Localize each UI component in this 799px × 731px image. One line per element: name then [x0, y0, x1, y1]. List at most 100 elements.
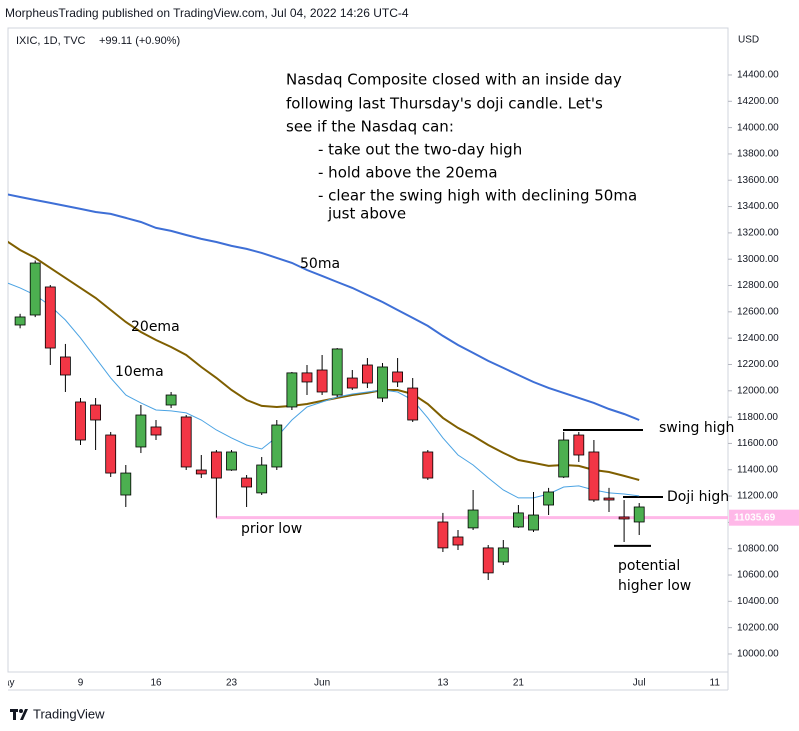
annotation: Doji high — [667, 489, 729, 505]
y-tick-label: 13200.00 — [737, 228, 779, 239]
x-tick-label: 9 — [78, 678, 84, 689]
y-tick-label: 10400.00 — [737, 596, 779, 607]
candle-body — [543, 491, 554, 506]
candle-body — [437, 521, 449, 549]
x-tick-label: 16 — [150, 678, 162, 689]
candle-body — [573, 434, 585, 456]
ma-label: 10ema — [115, 364, 164, 380]
candle-body — [44, 286, 56, 349]
price-tag-label: 11035.69 — [734, 512, 776, 523]
y-tick-label: 11800.00 — [737, 412, 778, 423]
y-tick-label: 10000.00 — [737, 649, 779, 660]
candle-body — [226, 451, 237, 471]
plot-area — [8, 193, 728, 581]
annotation: - take out the two-day high — [318, 141, 522, 159]
candle-body — [256, 464, 268, 494]
annotation: Nasdaq Composite closed with an inside d… — [286, 71, 622, 89]
candle-body — [588, 451, 600, 501]
candle-body — [407, 387, 419, 421]
candle-body — [633, 506, 645, 523]
candle-body — [452, 536, 464, 546]
annotation: just above — [327, 205, 406, 223]
candle-body — [241, 477, 253, 488]
annotation: potential — [618, 558, 680, 574]
candle-body — [377, 366, 388, 399]
y-tick-label: 11400.00 — [737, 464, 778, 475]
candle-body — [150, 426, 162, 436]
y-tick-label: 11600.00 — [737, 438, 778, 449]
candle-body — [392, 371, 404, 383]
candle-body — [210, 451, 222, 479]
candle-body — [60, 356, 71, 376]
candle-body — [271, 424, 283, 468]
footer: TradingView — [33, 706, 105, 721]
candle-body — [135, 414, 147, 448]
ma-line — [8, 240, 640, 481]
candle-body — [513, 512, 524, 528]
candle-body — [286, 372, 298, 408]
annotation: swing high — [659, 420, 734, 436]
currency: USD — [738, 35, 759, 46]
y-tick-label: 10800.00 — [737, 543, 779, 554]
candle-body — [316, 369, 328, 393]
y-tick-label: 12000.00 — [737, 385, 779, 396]
candle-body — [361, 364, 373, 384]
annotation: following last Thursday's doji candle. L… — [286, 95, 603, 113]
header: MorpheusTrading published on TradingView… — [5, 6, 409, 20]
x-tick-label: 21 — [513, 678, 525, 689]
candle-body — [180, 416, 192, 468]
candle-body — [195, 469, 207, 475]
y-tick-label: 13000.00 — [737, 254, 779, 265]
x-tick-label: 23 — [226, 678, 238, 689]
x-tick-label: 11 — [710, 678, 721, 689]
y-tick-label: 11200.00 — [737, 491, 778, 502]
candle-body — [75, 401, 86, 441]
candle-body — [422, 451, 434, 479]
candle-body — [120, 472, 132, 496]
annotation: prior low — [241, 521, 302, 537]
ma-label: 20ema — [131, 319, 180, 335]
x-tick-label: Jul — [633, 678, 646, 689]
x-tick-label: May — [0, 678, 14, 689]
candle-body — [482, 547, 494, 574]
y-tick-label: 12600.00 — [737, 306, 779, 317]
candle-body — [331, 348, 343, 396]
candle-body — [528, 514, 539, 531]
candle-body — [603, 497, 615, 501]
ma-label: 50ma — [300, 256, 340, 272]
candle-body — [497, 547, 509, 563]
annotation: - hold above the 20ema — [318, 164, 498, 182]
candle-body — [105, 434, 117, 474]
y-tick-label: 13400.00 — [737, 201, 779, 212]
y-tick-label: 14400.00 — [737, 70, 779, 81]
y-tick-label: 12400.00 — [737, 333, 779, 344]
annotation: - clear the swing high with declining 50… — [318, 187, 637, 205]
symbol: IXIC, 1D, TVC — [16, 35, 86, 47]
y-tick-label: 12200.00 — [737, 359, 779, 370]
candle-body — [29, 262, 41, 316]
candle-body — [301, 372, 313, 383]
y-tick-label: 13800.00 — [737, 149, 779, 160]
y-tick-label: 14000.00 — [737, 122, 779, 133]
annotation: see if the Nasdaq can: — [286, 118, 454, 136]
candle-body — [14, 316, 26, 326]
candle-body — [467, 509, 479, 529]
candle-body — [90, 404, 101, 421]
logo — [10, 709, 28, 720]
candle-body — [618, 516, 630, 520]
candle-body — [165, 394, 177, 406]
price-tag — [729, 509, 799, 526]
candle-body — [346, 377, 358, 389]
change: +99.11 (+0.90%) — [99, 35, 180, 47]
y-tick-label: 13600.00 — [737, 175, 779, 186]
y-tick-label: 10200.00 — [737, 622, 779, 633]
y-tick-label: 10600.00 — [737, 570, 779, 581]
y-tick-label: 12800.00 — [737, 280, 779, 291]
y-tick-label: 14200.00 — [737, 96, 779, 107]
annotation: higher low — [618, 578, 691, 594]
x-tick-label: Jun — [314, 678, 330, 689]
ma-line — [8, 193, 640, 421]
candle-body — [558, 439, 570, 478]
